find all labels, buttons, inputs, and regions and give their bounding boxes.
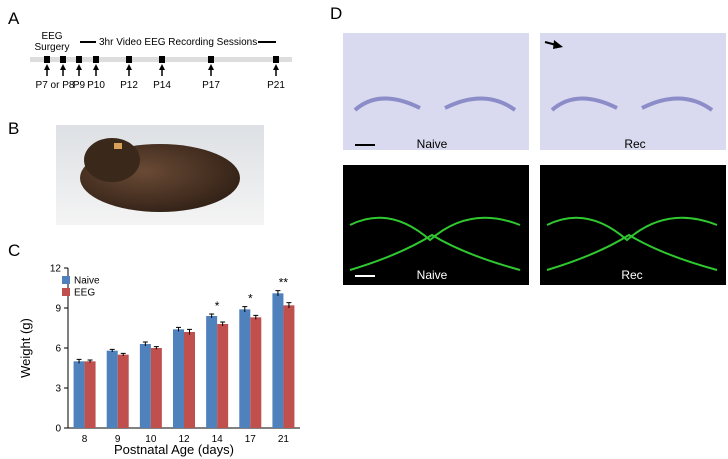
error-bar [87,359,93,363]
x-tick-label: 8 [82,434,88,445]
error-bar [209,313,215,318]
bar [117,354,129,428]
timeline-marker [93,56,99,63]
error-bar [153,346,159,350]
surgery-label: EEG [41,31,62,42]
y-tick-label: 6 [55,344,61,355]
bar [206,316,218,428]
day-label: P17 [202,80,220,91]
fluorescence [349,216,521,271]
bar [150,348,162,428]
panel-label: D [330,4,342,23]
arrow-head [126,64,132,70]
timeline-marker [159,56,165,63]
bar [272,293,284,428]
bar [84,361,96,428]
error-bar [220,321,226,326]
error-bar [286,302,292,308]
arrow-head [44,64,50,70]
bar [173,329,184,428]
timeline-marker [126,56,132,63]
hippocampus [353,96,517,112]
timeline-marker [76,56,82,63]
x-axis-label: Postnatal Age (days) [114,442,234,457]
day-label: P12 [120,80,138,91]
day-label: P9 [73,80,86,91]
timeline-marker [44,56,50,63]
bar-chart: 0 3 6 9 12 Weight (g) Postnatal Age (days) 8 9 10… [18,264,300,457]
implant [114,143,122,149]
error-bar [109,348,115,352]
image-label: Rec [621,268,642,282]
bar [139,344,151,428]
timeline-marker [208,56,214,63]
x-tick-label: 14 [212,434,224,445]
panel-label: B [8,119,19,138]
timeline-marker [273,56,279,63]
arrow-head [60,64,66,70]
significance: * [215,299,220,313]
error-bar [76,358,82,364]
x-tick-label: 9 [115,434,121,445]
day-label: P10 [87,80,105,91]
y-tick-label: 12 [50,264,62,275]
bar [184,332,195,428]
arrow-head [93,64,99,70]
nissl-image [343,33,529,150]
fluorescence [546,216,718,271]
hippocampus [550,96,714,112]
bar [283,305,295,428]
error-bar [187,328,192,335]
image-label: Naive [417,137,448,151]
error-bar [275,290,281,296]
image-label: Rec [624,137,645,151]
bar [73,361,85,428]
panel-label: A [8,9,20,28]
arrow-head [553,40,563,49]
error-bar [176,326,181,332]
arrow-head [76,64,82,70]
surgery-label: Surgery [34,42,69,53]
arrow-head [159,64,165,70]
legend-label: EEG [74,288,95,299]
y-tick-label: 9 [55,304,61,315]
x-tick-label: 12 [178,434,190,445]
fluorescence-image [343,165,529,285]
error-bar [242,306,248,312]
error-bar [120,352,126,356]
x-tick-label: 17 [245,434,257,445]
error-bar [142,341,148,346]
day-label: P7 or P8 [36,80,75,91]
significance: * [248,292,253,306]
mouse-head [84,138,140,182]
fluorescence-image [540,165,726,285]
bar [239,309,251,428]
arrow-head [208,64,214,70]
significance: ** [279,276,289,290]
bar [217,324,229,428]
arrow-head [273,64,279,70]
y-tick-label: 0 [55,424,61,435]
panel-label: C [8,241,20,260]
legend-label: Naive [74,276,100,287]
nissl-image [540,33,726,150]
image-label: Naive [417,268,448,282]
sessions-label: 3hr Video EEG Recording Sessions [99,37,257,48]
day-label: P21 [267,80,285,91]
day-label: P14 [153,80,171,91]
error-bar [253,314,259,320]
legend-swatch [62,288,70,296]
bar [106,350,118,428]
y-axis-label: Weight (g) [18,318,33,378]
timeline-marker [60,56,66,63]
bar [250,317,262,428]
legend-swatch [62,276,70,284]
x-tick-label: 10 [145,434,157,445]
x-tick-label: 21 [278,434,290,445]
y-tick-label: 3 [55,384,61,395]
